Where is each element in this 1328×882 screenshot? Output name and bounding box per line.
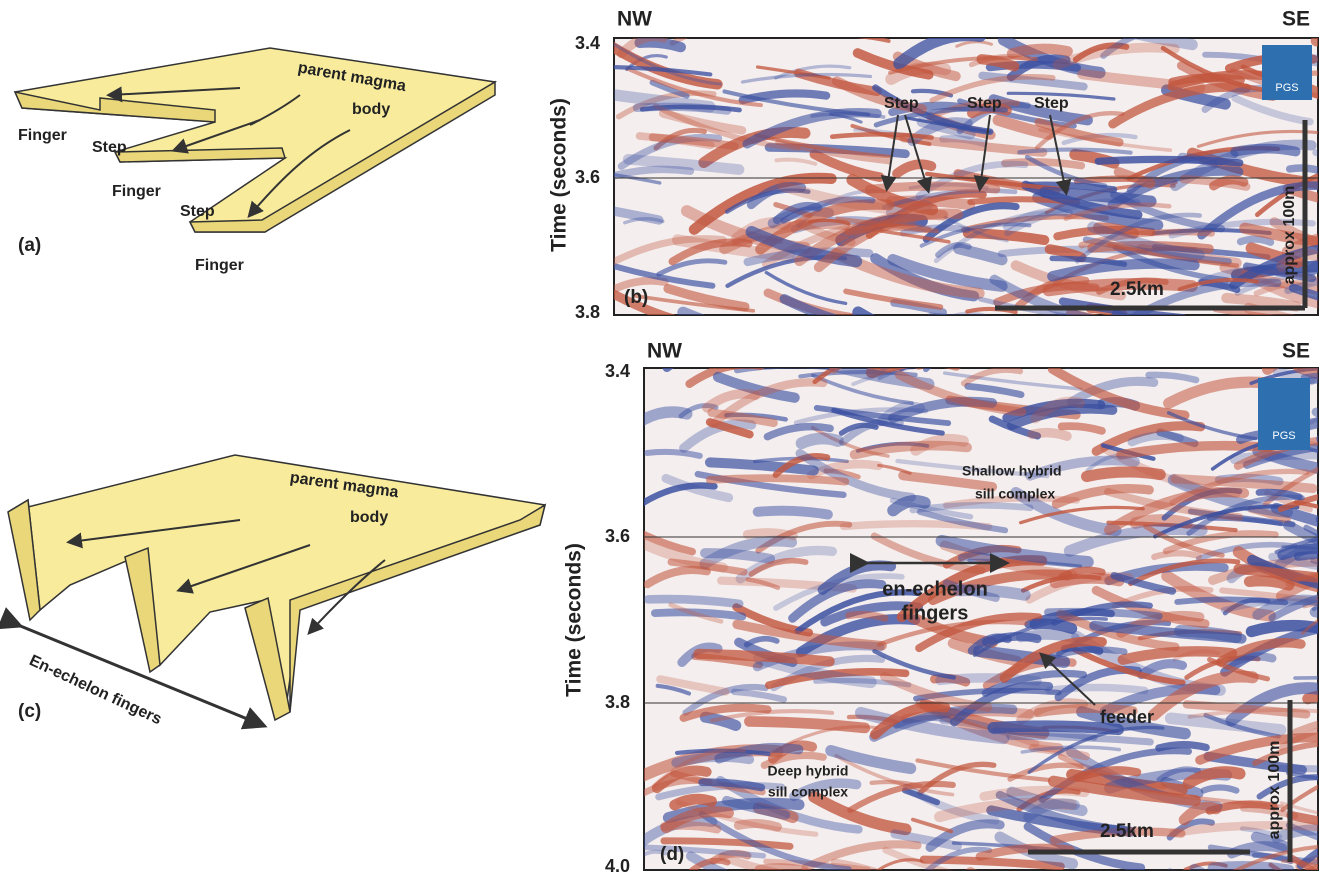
annotation: en-echelon bbox=[882, 578, 988, 600]
seismic-reflector bbox=[880, 26, 958, 33]
seismic-reflector bbox=[849, 614, 885, 618]
logo: PGS bbox=[1272, 430, 1295, 442]
annotation: Step bbox=[1034, 95, 1069, 112]
seismic-reflector bbox=[738, 823, 777, 826]
seismic-reflector bbox=[1214, 867, 1289, 871]
seismic-reflector bbox=[1320, 599, 1328, 645]
seismic-reflector bbox=[858, 312, 977, 353]
panel-label: (b) bbox=[624, 287, 648, 308]
tick-label: 4.0 bbox=[605, 856, 630, 876]
seismic-reflector bbox=[1320, 519, 1328, 526]
seismic-reflector bbox=[758, 511, 828, 515]
scale-label: 2.5km bbox=[1100, 821, 1154, 842]
annotation: body bbox=[350, 509, 388, 526]
annotation: Deep hybrid bbox=[768, 763, 849, 779]
tick-label: 3.6 bbox=[605, 526, 630, 546]
seismic-reflector bbox=[1303, 374, 1328, 377]
seismic-reflector bbox=[648, 599, 739, 604]
annotation: sill complex bbox=[768, 784, 848, 800]
logo: PGS bbox=[1275, 82, 1298, 94]
seismic-reflector bbox=[884, 360, 916, 365]
tick-label: 3.8 bbox=[605, 692, 630, 712]
seismic-reflector bbox=[919, 363, 956, 366]
seismic-reflector bbox=[1068, 331, 1189, 364]
annotation: En-echelon fingers bbox=[27, 652, 165, 728]
seismic-reflector bbox=[637, 107, 727, 111]
seismic-reflector bbox=[1204, 788, 1237, 791]
annotation: Finger bbox=[195, 257, 244, 274]
seismic-reflector bbox=[1012, 49, 1068, 54]
diagram-c: (c) parent magma body En-echelon fingers bbox=[8, 455, 545, 728]
direction-left: NW bbox=[647, 340, 682, 363]
seismic-reflector bbox=[1087, 472, 1161, 477]
seismic-reflector bbox=[1032, 433, 1067, 437]
seismic-reflector bbox=[1235, 149, 1295, 152]
seismic-reflector bbox=[1116, 314, 1264, 350]
seismic-reflector bbox=[931, 316, 1033, 327]
tick-label: 3.4 bbox=[605, 361, 630, 381]
annotation: body bbox=[352, 101, 390, 118]
figure: (a) parent magma body Finger Step Finger… bbox=[0, 0, 1328, 877]
seismic-reflector bbox=[926, 339, 1005, 370]
seismic-reflector bbox=[1249, 581, 1289, 585]
seismic-reflector bbox=[1298, 552, 1328, 556]
seismic-reflector bbox=[1270, 319, 1328, 337]
panel-label: (d) bbox=[660, 844, 684, 865]
annotation: Shallow hybrid bbox=[962, 463, 1062, 479]
seismic-reflector bbox=[1154, 553, 1199, 557]
annotation: Step bbox=[180, 203, 215, 220]
tick-label: 3.4 bbox=[575, 33, 600, 53]
seismic-reflector bbox=[940, 678, 1037, 681]
seismic-reflector bbox=[747, 533, 793, 536]
panel-label: (c) bbox=[18, 701, 41, 722]
annotation: Finger bbox=[112, 183, 161, 200]
seismic-reflector bbox=[1322, 439, 1328, 456]
seismic-reflector bbox=[901, 341, 1022, 368]
annotation: feeder bbox=[1100, 707, 1154, 727]
annotation: Step bbox=[92, 139, 127, 156]
vertical-scale-label: approx 100m bbox=[1281, 186, 1298, 285]
seismic-reflector bbox=[683, 313, 831, 350]
diagram-a: (a) parent magma body Finger Step Finger… bbox=[15, 48, 495, 274]
seismic-d: PGS 2.5km approx 100m (d) NW SE 3.4 3.6 … bbox=[563, 326, 1328, 877]
tick-label: 3.8 bbox=[575, 302, 600, 322]
direction-left: NW bbox=[617, 8, 652, 31]
vertical-scale-label: approx 100m bbox=[1266, 741, 1283, 840]
annotation: sill complex bbox=[975, 486, 1055, 502]
seismic-reflector bbox=[834, 326, 952, 369]
seismic-reflector bbox=[675, 799, 712, 805]
tick-label: 3.6 bbox=[575, 167, 600, 187]
seismic-reflector bbox=[1321, 811, 1328, 843]
seismic-reflector bbox=[1035, 624, 1072, 629]
seismic-b: PGS 2.5km approx 100m (b) NW SE 3.4 3.6 … bbox=[548, 0, 1328, 354]
panel-label: (a) bbox=[18, 235, 41, 256]
seismic-reflector bbox=[1324, 370, 1328, 382]
direction-right: SE bbox=[1282, 8, 1310, 31]
annotation: Finger bbox=[18, 127, 67, 144]
axis-title: Time (seconds) bbox=[563, 543, 586, 697]
seismic-reflector bbox=[1177, 599, 1285, 602]
annotation: Step bbox=[884, 95, 919, 112]
axis-title: Time (seconds) bbox=[548, 98, 571, 252]
direction-right: SE bbox=[1282, 340, 1310, 363]
page: (a) parent magma body Finger Step Finger… bbox=[0, 0, 1328, 882]
annotation: fingers bbox=[902, 602, 969, 624]
seismic-reflector bbox=[710, 478, 846, 482]
seismic-reflector bbox=[970, 872, 1081, 877]
seismic-reflector bbox=[802, 438, 838, 443]
scale-label: 2.5km bbox=[1110, 279, 1164, 300]
seismic-reflector bbox=[1321, 652, 1328, 664]
seismic-reflector bbox=[1048, 612, 1159, 616]
seismic-reflector bbox=[962, 556, 995, 560]
annotation: Step bbox=[967, 95, 1002, 112]
seismic-reflector bbox=[870, 186, 996, 189]
seismic-reflector bbox=[1241, 239, 1271, 242]
seismic-reflector bbox=[749, 721, 864, 727]
seismic-reflector bbox=[1098, 159, 1240, 162]
seismic-reflector bbox=[1159, 745, 1206, 748]
seismic-reflector bbox=[640, 42, 681, 47]
